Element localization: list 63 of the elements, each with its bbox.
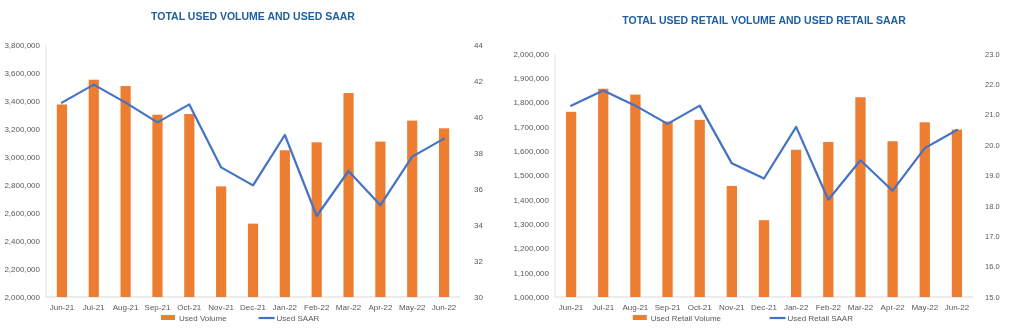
x-tick-label: Jun-22 — [944, 303, 970, 312]
legend-label: Used SAAR — [276, 313, 320, 323]
y2-tick-label: 42 — [474, 76, 484, 86]
x-tick-label: Feb-22 — [815, 303, 842, 312]
x-tick-label: Dec-21 — [751, 303, 778, 312]
y-tick-label: 1,200,000 — [513, 244, 550, 254]
y-tick-label: 2,400,000 — [4, 236, 41, 246]
x-tick-label: Jul-21 — [82, 303, 106, 312]
x-tick-label: Jun-21 — [558, 303, 584, 312]
chart-title: TOTAL USED VOLUME AND USED SAAR — [151, 10, 356, 22]
y2-tick-label: 32 — [474, 256, 484, 266]
y-tick-label: 1,500,000 — [513, 171, 550, 181]
line-series — [569, 89, 959, 201]
y-tick-label: 2,800,000 — [4, 180, 41, 190]
y2-tick-label: 40 — [474, 112, 484, 122]
y2-tick-label: 38 — [474, 148, 484, 158]
x-tick-label: Aug-21 — [622, 303, 649, 312]
y2-tick-label: 36 — [474, 184, 484, 194]
y-tick-label: 3,600,000 — [4, 68, 41, 78]
x-tick-label: Jan-22 — [272, 303, 298, 312]
x-tick-label: Sep-21 — [144, 303, 171, 312]
x-tick-label: May-22 — [398, 303, 427, 312]
y2-tick-label: 30 — [474, 292, 484, 302]
x-tick-label: May-22 — [911, 303, 939, 312]
x-tick-label: Aug-21 — [112, 303, 140, 312]
x-tick-label: Apr-22 — [880, 303, 906, 312]
x-tick-label: Jan-22 — [783, 303, 809, 312]
y2-tick-label: 44 — [474, 40, 484, 50]
legend-label: Used Retail SAAR — [787, 313, 854, 323]
x-tick-label: Jun-22 — [431, 303, 457, 312]
y-tick-label: 2,600,000 — [4, 208, 41, 218]
y-tick-label: 1,900,000 — [513, 74, 550, 84]
x-tick-label: Dec-21 — [240, 303, 267, 312]
y-tick-label: 3,400,000 — [4, 96, 41, 106]
legend-label: Used Retail Volume — [650, 313, 722, 323]
y-tick-label: 1,100,000 — [513, 268, 550, 278]
y-tick-label: 2,200,000 — [4, 264, 41, 274]
x-tick-label: Jul-21 — [592, 303, 615, 312]
x-tick-label: Sep-21 — [654, 303, 681, 312]
chart-title: TOTAL USED RETAIL VOLUME AND USED RETAIL SAAR — [622, 14, 907, 26]
x-tick-label: Nov-21 — [718, 303, 746, 312]
y-tick-label: 1,300,000 — [513, 219, 550, 229]
x-tick-label: Mar-22 — [847, 303, 874, 312]
x-tick-label: Apr-22 — [368, 303, 393, 312]
y-tick-label: 1,600,000 — [513, 147, 550, 156]
y-tick-label: 1,400,000 — [513, 195, 550, 205]
y2-tick-label: 34 — [474, 220, 484, 230]
y-tick-label: 2,000,000 — [4, 292, 41, 302]
x-tick-label: Nov-21 — [208, 303, 235, 312]
y-tick-label: 1,800,000 — [513, 98, 550, 108]
x-tick-label: Oct-21 — [687, 303, 713, 312]
y-tick-label: 1,000,000 — [513, 292, 550, 302]
y-tick-label: 3,800,000 — [4, 40, 41, 50]
x-tick-label: Oct-21 — [177, 303, 202, 312]
x-tick-label: Feb-22 — [304, 303, 330, 312]
y-tick-label: 3,200,000 — [4, 124, 41, 134]
y-tick-label: 2,000,000 — [513, 49, 550, 59]
x-tick-label: Mar-22 — [335, 303, 362, 312]
y-tick-label: 3,000,000 — [4, 152, 41, 162]
legend-label: Used Volume — [179, 313, 228, 323]
line-series — [60, 83, 446, 218]
x-tick-label: Jun-21 — [49, 303, 75, 312]
y-tick-label: 1,700,000 — [513, 122, 550, 132]
